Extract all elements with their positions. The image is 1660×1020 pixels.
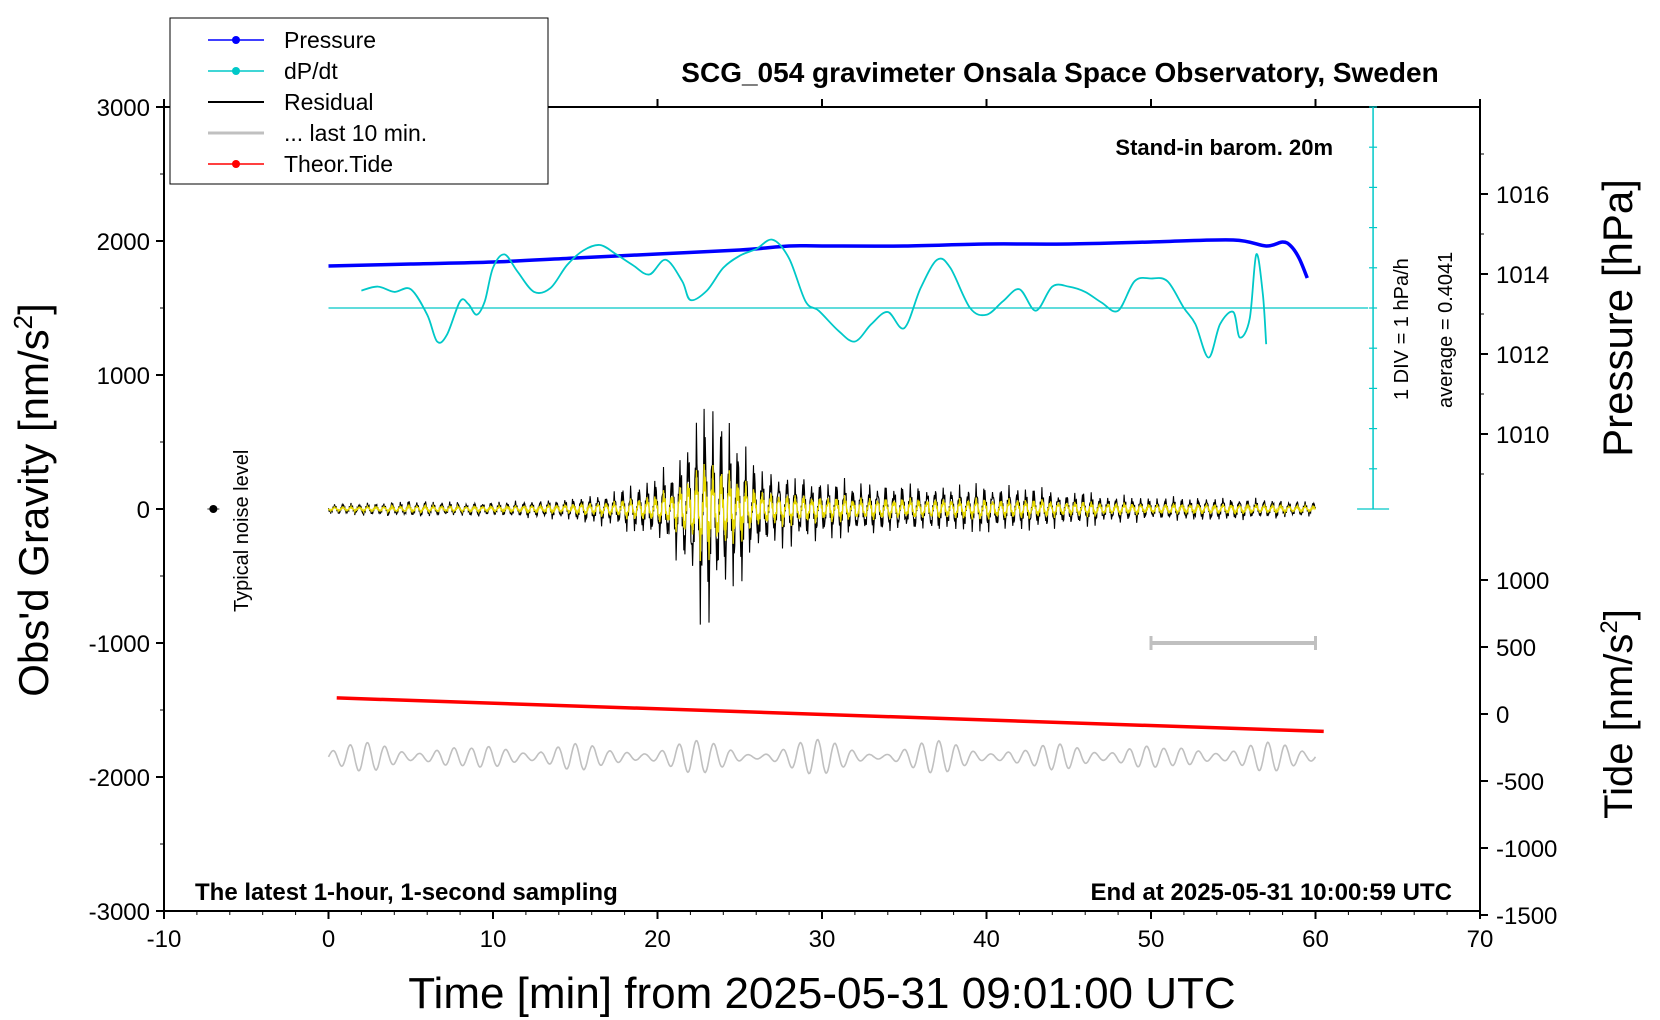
x-tick-label: 10 (480, 926, 507, 953)
y-tick-label-tide: 0 (1496, 702, 1509, 729)
dpdt-average-label: average = 0.4041 (1435, 252, 1457, 408)
y-tick-label-pressure: 1012 (1496, 342, 1549, 369)
legend-label-last10: ... last 10 min. (284, 120, 427, 146)
x-tick-label: 60 (1302, 926, 1329, 953)
y-axis-title-tide-main: Tide [nm/s (1597, 634, 1641, 819)
pressure-line (328, 238, 1309, 279)
y-axis-title-pressure: Pressure [hPa] (1594, 179, 1641, 457)
y-axis-title-left: Obs'd Gravity [nm/s2] (8, 303, 57, 697)
x-axis-title: Time [min] from 2025-05-31 09:01:00 UTC (408, 969, 1235, 1018)
y-axis-title-tide: Tide [nm/s2] (1596, 609, 1641, 819)
sampling-note: The latest 1-hour, 1-second sampling (195, 879, 618, 906)
legend-marker-dpdt (232, 67, 240, 75)
y-tick-label-pressure: 1016 (1496, 182, 1549, 209)
y-tick-label-pressure: 1010 (1496, 422, 1549, 449)
legend-label-tide: Theor.Tide (284, 151, 393, 177)
y-tick-label-tide: -1000 (1496, 836, 1557, 863)
dpdt-series (328, 106, 1390, 510)
y-axis-title-tide-end: ] (1597, 609, 1641, 620)
legend-label-dpdt: dP/dt (284, 58, 338, 84)
x-tick-label: -10 (147, 926, 182, 953)
legend-entry-tide: Theor.Tide (208, 151, 393, 177)
dpdt-line (361, 238, 1268, 359)
residual-overlay-line (327, 463, 1317, 562)
tide-line (336, 696, 1324, 734)
y-tick-label-pressure: 1014 (1496, 262, 1549, 289)
y-tick-label-left: -1000 (89, 631, 150, 658)
legend-entry-last10: ... last 10 min. (208, 120, 427, 146)
y-tick-label-left: 2000 (97, 229, 150, 256)
end-time-note: End at 2025-05-31 10:00:59 UTC (1091, 879, 1453, 906)
last10-line (327, 738, 1317, 775)
y-tick-label-tide: 500 (1496, 635, 1536, 662)
chart-extras (207, 505, 1317, 650)
axis-ticks: -10 0 10 20 30 40 50 60 70 3000 2000 1000 0 -1000 -200… (89, 95, 1558, 953)
tide-series (336, 696, 1324, 734)
x-tick-label: 40 (973, 926, 1000, 953)
y-tick-label-left: 0 (137, 497, 150, 524)
y-tick-label-left: -2000 (89, 765, 150, 792)
residual-overlay-series (327, 463, 1317, 562)
legend-entry-pressure: Pressure (208, 27, 376, 53)
x-tick-label: 30 (809, 926, 836, 953)
pressure-series (328, 238, 1309, 279)
last10-series (327, 738, 1317, 775)
residual-series (327, 408, 1317, 625)
y-axis-title-left-end: ] (10, 303, 57, 315)
residual-line (327, 408, 1317, 625)
legend-entry-residual: Residual (208, 89, 374, 115)
y-tick-label-left: 3000 (97, 95, 150, 122)
y-axis-title-left-main: Obs'd Gravity [nm/s (10, 329, 57, 696)
x-tick-label: 70 (1467, 926, 1494, 953)
dpdt-scale-label: 1 DIV = 1 hPa/h (1391, 258, 1413, 400)
y-axis-title-tide-sup: 2 (1596, 620, 1623, 633)
barometer-note: Stand-in barom. 20m (1115, 135, 1333, 160)
legend: Pressure dP/dt Residual ... last 10 min.… (169, 17, 549, 185)
y-axis-title-left-sup: 2 (8, 315, 38, 329)
y-tick-label-tide: -500 (1496, 769, 1544, 796)
y-tick-label-left: -3000 (89, 899, 150, 926)
legend-label-pressure: Pressure (284, 27, 376, 53)
chart-title: SCG_054 gravimeter Onsala Space Observat… (681, 57, 1438, 88)
x-tick-label: 50 (1138, 926, 1165, 953)
legend-label-residual: Residual (284, 89, 374, 115)
y-tick-label-tide: -1500 (1496, 903, 1557, 930)
noise-label: Typical noise level (231, 450, 253, 612)
x-tick-label: 0 (322, 926, 335, 953)
legend-entry-dpdt: dP/dt (208, 58, 338, 84)
noise-level-dot (209, 505, 218, 513)
legend-marker-pressure (232, 36, 240, 44)
y-tick-label-left: 1000 (97, 363, 150, 390)
legend-marker-tide (232, 160, 240, 168)
x-tick-label: 20 (644, 926, 671, 953)
y-tick-label-tide: 1000 (1496, 568, 1549, 595)
